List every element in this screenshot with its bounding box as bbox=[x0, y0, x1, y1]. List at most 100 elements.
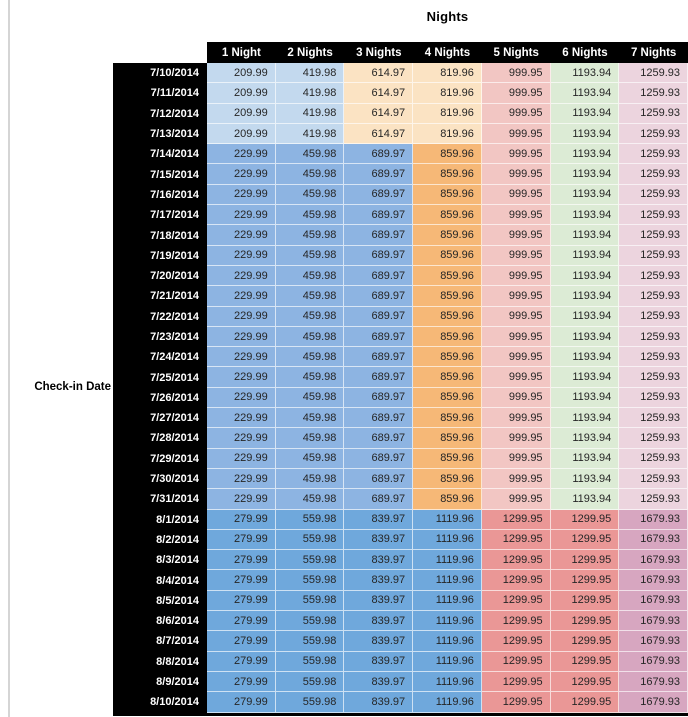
price-cell[interactable]: 689.97 bbox=[344, 347, 414, 368]
price-cell[interactable]: 689.97 bbox=[344, 164, 414, 185]
price-cell[interactable]: 1193.94 bbox=[550, 63, 620, 84]
price-cell[interactable]: 689.97 bbox=[344, 326, 414, 348]
price-cell[interactable]: 559.98 bbox=[275, 611, 345, 632]
price-cell[interactable]: 614.97 bbox=[344, 63, 414, 84]
price-cell[interactable]: 229.99 bbox=[207, 387, 276, 409]
checkin-date-cell[interactable]: 7/18/2014 bbox=[113, 225, 207, 246]
price-cell[interactable]: 689.97 bbox=[344, 245, 414, 266]
price-cell[interactable]: 1193.94 bbox=[550, 448, 620, 469]
checkin-date-cell[interactable]: 8/5/2014 bbox=[113, 590, 207, 612]
night-column-header-cell[interactable]: 2 Nights bbox=[275, 42, 345, 63]
price-cell[interactable]: 689.97 bbox=[344, 408, 414, 429]
price-cell[interactable]: 1299.95 bbox=[550, 651, 620, 672]
price-cell[interactable]: 859.96 bbox=[413, 245, 482, 266]
price-cell[interactable]: 689.97 bbox=[344, 387, 414, 409]
checkin-date-cell[interactable]: 7/10/2014 bbox=[113, 63, 207, 84]
checkin-date-cell[interactable]: 7/28/2014 bbox=[113, 428, 207, 449]
price-cell[interactable]: 459.98 bbox=[275, 347, 345, 368]
price-cell[interactable]: 819.96 bbox=[413, 63, 482, 84]
price-cell[interactable]: 1299.95 bbox=[550, 631, 620, 652]
price-cell[interactable]: 229.99 bbox=[207, 205, 276, 226]
checkin-date-cell[interactable]: 7/29/2014 bbox=[113, 448, 207, 469]
price-cell[interactable]: 839.97 bbox=[344, 509, 414, 530]
price-cell[interactable]: 859.96 bbox=[413, 448, 482, 469]
price-cell[interactable]: 1119.96 bbox=[413, 692, 482, 713]
price-cell[interactable]: 999.95 bbox=[481, 225, 551, 246]
price-cell[interactable]: 1259.93 bbox=[619, 265, 688, 287]
price-cell[interactable]: 559.98 bbox=[275, 631, 345, 652]
checkin-date-cell[interactable]: 7/24/2014 bbox=[113, 347, 207, 368]
price-cell[interactable]: 1299.95 bbox=[481, 590, 551, 612]
price-cell[interactable]: 459.98 bbox=[275, 245, 345, 266]
price-cell[interactable]: 459.98 bbox=[275, 164, 345, 185]
price-cell[interactable]: 559.98 bbox=[275, 692, 345, 713]
checkin-date-cell[interactable]: 7/11/2014 bbox=[113, 83, 207, 104]
checkin-date-cell[interactable]: 8/8/2014 bbox=[113, 651, 207, 672]
price-cell[interactable]: 229.99 bbox=[207, 468, 276, 490]
price-cell[interactable]: 229.99 bbox=[207, 184, 276, 206]
price-cell[interactable]: 1193.94 bbox=[550, 144, 620, 165]
price-cell[interactable]: 1679.93 bbox=[619, 611, 688, 632]
price-cell[interactable]: 279.99 bbox=[207, 631, 276, 652]
price-cell[interactable]: 1193.94 bbox=[550, 306, 620, 327]
price-cell[interactable]: 459.98 bbox=[275, 225, 345, 246]
checkin-date-cell[interactable]: 7/20/2014 bbox=[113, 265, 207, 287]
price-cell[interactable]: 229.99 bbox=[207, 306, 276, 327]
checkin-date-cell[interactable]: 7/15/2014 bbox=[113, 164, 207, 185]
price-cell[interactable]: 1299.95 bbox=[550, 611, 620, 632]
price-cell[interactable]: 209.99 bbox=[207, 63, 276, 84]
checkin-date-cell[interactable]: 8/4/2014 bbox=[113, 570, 207, 591]
checkin-date-cell[interactable]: 7/21/2014 bbox=[113, 286, 207, 307]
price-cell[interactable]: 859.96 bbox=[413, 428, 482, 449]
price-cell[interactable]: 279.99 bbox=[207, 692, 276, 713]
price-cell[interactable]: 1193.94 bbox=[550, 184, 620, 206]
price-cell[interactable]: 1299.95 bbox=[550, 570, 620, 591]
price-cell[interactable]: 1259.93 bbox=[619, 103, 688, 124]
checkin-date-cell[interactable]: 7/17/2014 bbox=[113, 205, 207, 226]
price-cell[interactable]: 1299.95 bbox=[481, 570, 551, 591]
price-cell[interactable]: 999.95 bbox=[481, 144, 551, 165]
price-cell[interactable]: 1299.95 bbox=[481, 692, 551, 713]
price-cell[interactable]: 1259.93 bbox=[619, 63, 688, 84]
price-cell[interactable]: 999.95 bbox=[481, 326, 551, 348]
price-cell[interactable]: 459.98 bbox=[275, 428, 345, 449]
price-cell[interactable]: 1119.96 bbox=[413, 570, 482, 591]
price-cell[interactable]: 1299.95 bbox=[550, 692, 620, 713]
price-cell[interactable]: 689.97 bbox=[344, 468, 414, 490]
price-cell[interactable]: 999.95 bbox=[481, 306, 551, 327]
night-column-header-cell[interactable]: 1 Night bbox=[207, 42, 276, 63]
price-cell[interactable]: 839.97 bbox=[344, 631, 414, 652]
price-cell[interactable]: 614.97 bbox=[344, 103, 414, 124]
price-cell[interactable]: 999.95 bbox=[481, 408, 551, 429]
price-cell[interactable]: 459.98 bbox=[275, 286, 345, 307]
price-cell[interactable]: 859.96 bbox=[413, 205, 482, 226]
price-cell[interactable]: 1259.93 bbox=[619, 83, 688, 104]
price-cell[interactable]: 279.99 bbox=[207, 611, 276, 632]
price-cell[interactable]: 229.99 bbox=[207, 144, 276, 165]
price-cell[interactable]: 689.97 bbox=[344, 489, 414, 510]
price-cell[interactable]: 209.99 bbox=[207, 123, 276, 145]
price-cell[interactable]: 229.99 bbox=[207, 408, 276, 429]
checkin-date-cell[interactable]: 7/22/2014 bbox=[113, 306, 207, 327]
price-cell[interactable]: 999.95 bbox=[481, 428, 551, 449]
price-cell[interactable]: 1259.93 bbox=[619, 184, 688, 206]
checkin-date-cell[interactable]: 8/10/2014 bbox=[113, 692, 207, 713]
price-cell[interactable]: 229.99 bbox=[207, 489, 276, 510]
price-cell[interactable]: 459.98 bbox=[275, 367, 345, 388]
price-cell[interactable]: 859.96 bbox=[413, 265, 482, 287]
price-cell[interactable]: 1193.94 bbox=[550, 468, 620, 490]
price-cell[interactable]: 1679.93 bbox=[619, 570, 688, 591]
price-cell[interactable]: 1193.94 bbox=[550, 123, 620, 145]
price-cell[interactable]: 1193.94 bbox=[550, 83, 620, 104]
price-cell[interactable]: 1193.94 bbox=[550, 103, 620, 124]
price-cell[interactable]: 1299.95 bbox=[550, 509, 620, 530]
price-cell[interactable]: 1193.94 bbox=[550, 428, 620, 449]
price-cell[interactable]: 839.97 bbox=[344, 671, 414, 693]
price-cell[interactable]: 1119.96 bbox=[413, 651, 482, 672]
price-cell[interactable]: 1259.93 bbox=[619, 205, 688, 226]
price-cell[interactable]: 459.98 bbox=[275, 489, 345, 510]
price-cell[interactable]: 1679.93 bbox=[619, 631, 688, 652]
night-column-header-cell[interactable]: 6 Nights bbox=[550, 42, 620, 63]
price-cell[interactable]: 1679.93 bbox=[619, 529, 688, 551]
price-cell[interactable]: 1299.95 bbox=[481, 651, 551, 672]
